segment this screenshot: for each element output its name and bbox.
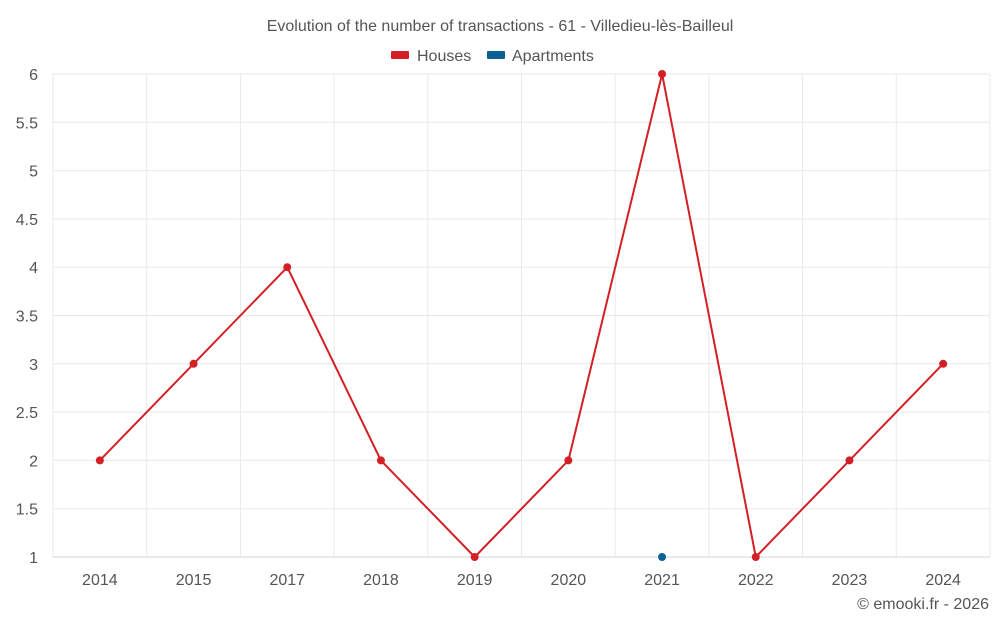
y-tick-label: 5.5 <box>16 115 38 132</box>
x-tick-label: 2017 <box>269 572 305 589</box>
x-tick-label: 2021 <box>644 572 680 589</box>
series-houses <box>95 70 948 561</box>
y-tick-label: 3 <box>29 357 38 374</box>
x-tick-label: 2014 <box>82 572 118 589</box>
x-tick-label: 2022 <box>738 572 774 589</box>
data-point-houses[interactable] <box>189 359 198 368</box>
series-apartments <box>658 553 667 561</box>
data-point-houses[interactable] <box>751 553 760 561</box>
y-tick-label: 2.5 <box>16 405 38 422</box>
x-tick-label: 2019 <box>457 572 493 589</box>
x-tick-label: 2015 <box>176 572 212 589</box>
legend-item-apartments[interactable]: Apartments <box>487 48 594 65</box>
x-tick-label: 2024 <box>925 572 961 589</box>
y-tick-label: 3.5 <box>16 309 38 326</box>
y-tick-label: 2 <box>29 453 38 470</box>
series-layer <box>95 70 948 561</box>
y-tick-label: 4 <box>29 260 38 277</box>
y-tick-label: 6 <box>29 67 38 84</box>
data-point-houses[interactable] <box>376 456 385 465</box>
data-point-houses[interactable] <box>658 70 667 78</box>
data-point-apartments[interactable] <box>658 553 667 561</box>
x-axis: 2014 2015 2017 2018 2019 2020 2021 2022 2023 2024 <box>53 556 990 589</box>
legend-label-houses: Houses <box>417 48 471 65</box>
data-point-houses[interactable] <box>939 359 948 368</box>
legend-item-houses[interactable]: Houses <box>391 48 471 65</box>
x-tick-label: 2018 <box>363 572 399 589</box>
data-point-houses[interactable] <box>95 456 104 465</box>
legend-swatch-houses <box>391 51 409 59</box>
y-axis: 1 1.5 2 2.5 3 3.5 4 4.5 5 5.5 6 <box>16 67 38 567</box>
x-tick-label: 2020 <box>551 572 587 589</box>
credit: © emooki.fr - 2026 <box>857 596 989 613</box>
y-tick-label: 4.5 <box>16 212 38 229</box>
legend-label-apartments: Apartments <box>512 48 594 65</box>
legend-swatch-apartments <box>487 51 505 59</box>
x-tick-label: 2023 <box>832 572 868 589</box>
grid <box>52 73 991 557</box>
chart-title: Evolution of the number of transactions … <box>267 18 734 35</box>
y-tick-label: 5 <box>29 164 38 181</box>
data-point-houses[interactable] <box>283 263 292 272</box>
data-point-houses[interactable] <box>564 456 573 465</box>
series-line-houses <box>98 73 945 558</box>
data-point-houses[interactable] <box>470 553 479 561</box>
y-tick-label: 1 <box>29 550 38 567</box>
data-point-houses[interactable] <box>845 456 854 465</box>
y-tick-label: 1.5 <box>16 502 38 519</box>
legend: Houses Apartments <box>391 48 594 65</box>
